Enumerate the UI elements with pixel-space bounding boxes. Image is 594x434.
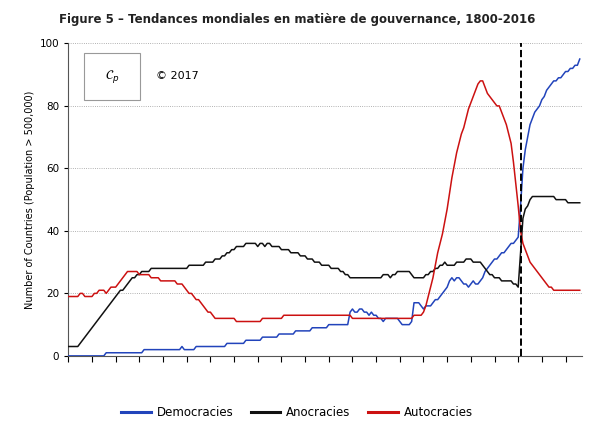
Text: Figure 5 – Tendances mondiales en matière de gouvernance, 1800-2016: Figure 5 – Tendances mondiales en matièr… xyxy=(59,13,535,26)
Text: © 2017: © 2017 xyxy=(156,71,198,81)
Legend: Democracies, Anocracies, Autocracies: Democracies, Anocracies, Autocracies xyxy=(116,401,478,424)
Y-axis label: Number of Countries (Population > 500,000): Number of Countries (Population > 500,00… xyxy=(26,90,36,309)
Text: $\mathcal{C}_p$: $\mathcal{C}_p$ xyxy=(105,68,119,85)
FancyBboxPatch shape xyxy=(84,53,140,100)
